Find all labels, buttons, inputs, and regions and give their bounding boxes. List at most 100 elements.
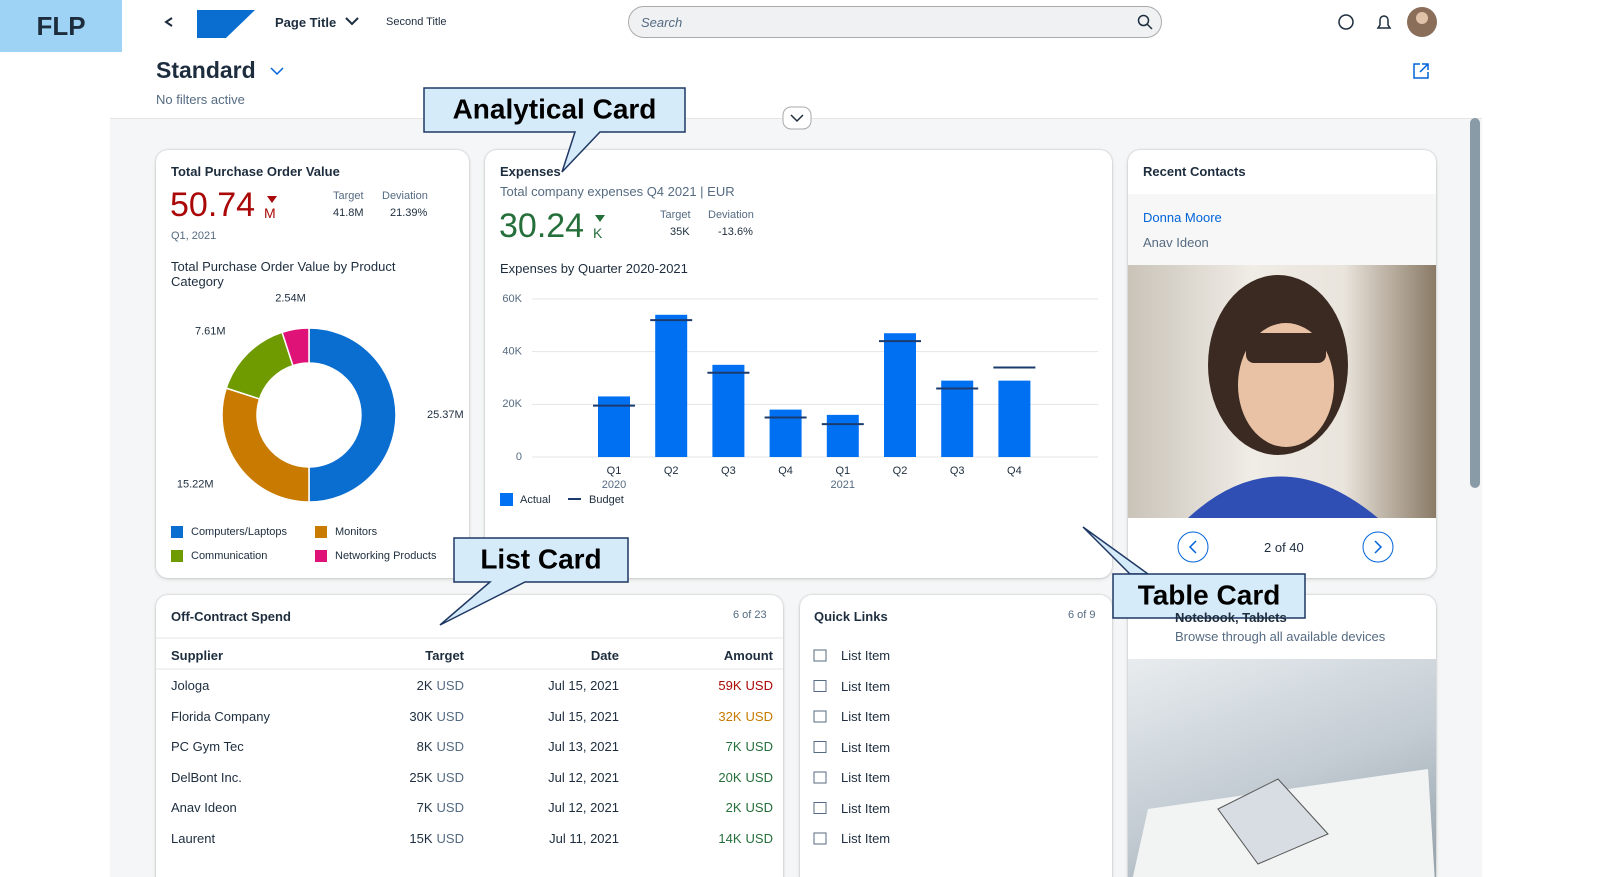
legend-label: Computers/Laptops bbox=[191, 526, 287, 538]
card-title: Expenses bbox=[500, 164, 561, 179]
bell-icon[interactable] bbox=[1376, 15, 1392, 29]
value: 25K bbox=[409, 769, 433, 785]
link-item[interactable]: List Item bbox=[841, 709, 891, 724]
search-field[interactable]: Search bbox=[628, 6, 1162, 38]
value: 7K bbox=[416, 800, 433, 815]
devices-card[interactable] bbox=[1128, 595, 1436, 877]
expenses-card[interactable] bbox=[485, 150, 1112, 578]
value: 2K bbox=[725, 800, 742, 815]
share-icon[interactable] bbox=[1412, 62, 1430, 80]
kpi-trend bbox=[267, 196, 277, 203]
cell-supplier: PC Gym Tec bbox=[171, 739, 244, 754]
legend-swatch bbox=[315, 550, 327, 562]
link-icon bbox=[813, 802, 827, 814]
pager-arrow bbox=[1188, 540, 1197, 554]
legend-swatch bbox=[315, 526, 327, 538]
donut-label: 15.22M bbox=[177, 478, 214, 490]
back-button[interactable] bbox=[164, 17, 173, 27]
kpi-unit: M bbox=[264, 205, 276, 221]
flp-label: FLP bbox=[0, 0, 122, 52]
y-tick-label: 40K bbox=[502, 346, 522, 358]
x-group-label: 2020 bbox=[602, 479, 626, 491]
cell-supplier: Jologa bbox=[171, 678, 210, 693]
contact-name: Donna Moore bbox=[1143, 210, 1222, 225]
callout-label: Analytical Card bbox=[453, 93, 657, 124]
unit: USD bbox=[745, 708, 773, 724]
po-card[interactable] bbox=[156, 150, 469, 578]
pager-button[interactable] bbox=[1177, 531, 1209, 563]
donut-segment bbox=[221, 387, 310, 503]
column-header: Target bbox=[425, 648, 464, 663]
link-item[interactable]: List Item bbox=[841, 678, 891, 694]
donut-segment bbox=[225, 331, 294, 400]
link-item[interactable]: List Item bbox=[841, 648, 891, 663]
pager-button[interactable] bbox=[1362, 531, 1394, 563]
legend-swatch bbox=[500, 493, 513, 506]
sap-logo bbox=[197, 10, 255, 38]
card-title: Off-Contract Spend bbox=[171, 609, 291, 624]
link-icon bbox=[813, 741, 827, 753]
variant-arrow bbox=[270, 67, 284, 76]
link-item[interactable]: List Item bbox=[841, 770, 891, 785]
x-tick-label: Q2 bbox=[893, 465, 908, 477]
page-title[interactable]: Page Title bbox=[275, 15, 337, 30]
scrollbar[interactable] bbox=[1470, 118, 1480, 488]
link-item[interactable]: List Item bbox=[841, 800, 891, 816]
card-title: Notebook, Tablets bbox=[1175, 610, 1287, 625]
value: 32K bbox=[718, 708, 742, 724]
deviation-value: 21.39% bbox=[390, 207, 428, 219]
callout-shape bbox=[423, 87, 686, 173]
legend-swatch bbox=[171, 550, 183, 562]
cell-date: Jul 11, 2021 bbox=[549, 830, 619, 846]
x-tick-label: Q4 bbox=[1007, 465, 1022, 477]
cell-target: 2K USD bbox=[417, 678, 464, 693]
value: 14K bbox=[718, 830, 742, 846]
cell-amount: 2K USD bbox=[726, 800, 773, 815]
link-item[interactable]: List Item bbox=[841, 739, 891, 755]
value: 2K bbox=[416, 678, 433, 693]
cell-target: 30K USD bbox=[409, 709, 464, 724]
kpi-trend bbox=[595, 215, 605, 222]
links-card[interactable] bbox=[800, 595, 1112, 877]
column-header: Supplier bbox=[171, 648, 224, 663]
bar bbox=[826, 414, 859, 457]
x-tick-label: Q3 bbox=[950, 465, 965, 477]
card-count: 6 of 9 bbox=[1068, 609, 1096, 621]
cell-target: 15K USD bbox=[409, 831, 464, 846]
devices-photo bbox=[1128, 659, 1436, 877]
collapse-button[interactable] bbox=[782, 106, 812, 130]
cell-supplier: Laurent bbox=[171, 830, 216, 846]
link-icon bbox=[813, 832, 827, 845]
copilot-icon[interactable] bbox=[1338, 14, 1354, 30]
table-card[interactable] bbox=[156, 595, 783, 877]
unit: USD bbox=[436, 830, 464, 846]
x-tick-label: Q4 bbox=[778, 465, 793, 477]
kpi-value: 30.24 bbox=[499, 207, 585, 245]
contacts-card[interactable] bbox=[1128, 150, 1436, 578]
donut-label: 2.54M bbox=[275, 292, 306, 304]
variant-title[interactable]: Standard bbox=[156, 57, 256, 83]
cell-amount: 20K USD bbox=[718, 770, 773, 785]
photo-shapes bbox=[1188, 275, 1378, 518]
cell-date: Jul 15, 2021 bbox=[548, 708, 619, 724]
bar bbox=[941, 380, 974, 457]
donut-segment bbox=[281, 327, 310, 367]
cell-target: 8K USD bbox=[417, 739, 464, 754]
link-icon bbox=[813, 710, 827, 723]
y-tick-label: 20K bbox=[502, 398, 522, 410]
value: 59K bbox=[718, 678, 742, 693]
unit: USD bbox=[436, 769, 464, 785]
value: 15K bbox=[409, 830, 433, 846]
link-icon bbox=[813, 680, 827, 692]
bar bbox=[655, 314, 688, 457]
value: 7K bbox=[725, 739, 742, 754]
cell-amount: 59K USD bbox=[718, 678, 773, 693]
x-tick-label: Q1 bbox=[835, 465, 850, 477]
chart-title: Total Purchase Order Value by Product Ca… bbox=[171, 259, 396, 289]
legend-label: Actual bbox=[520, 494, 551, 506]
x-tick-label: Q2 bbox=[664, 465, 679, 477]
link-item[interactable]: List Item bbox=[841, 831, 891, 846]
value: 30K bbox=[409, 708, 433, 724]
